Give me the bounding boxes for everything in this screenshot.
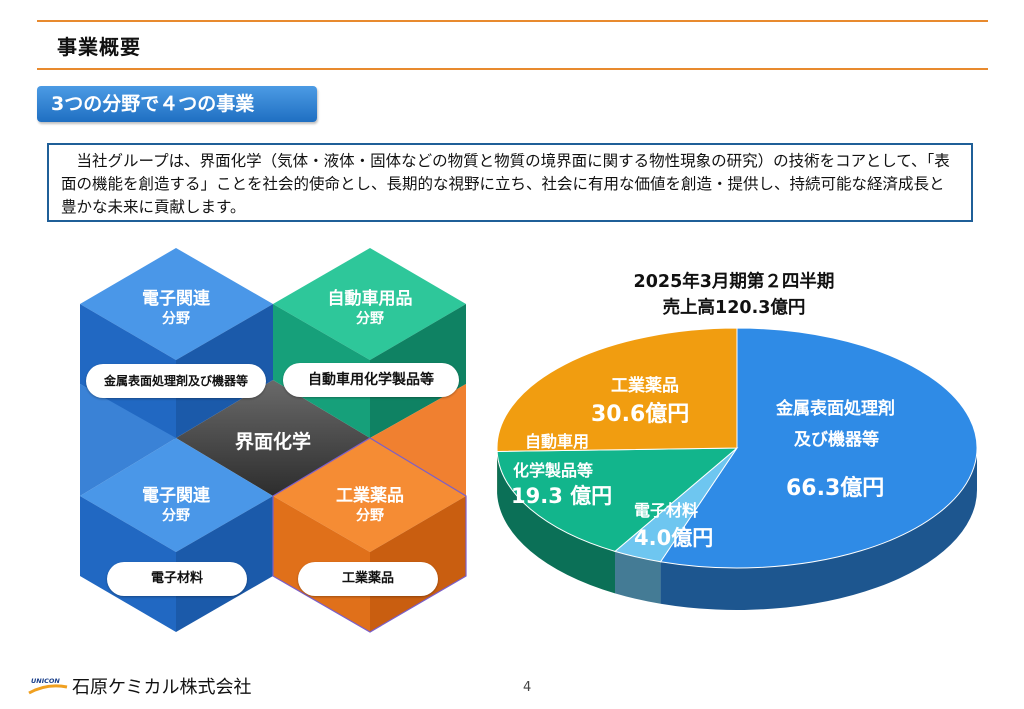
sales-pie-chart: [496, 327, 978, 610]
center-diamond-label: 界面化学: [234, 431, 311, 453]
hex-top-left-pill: 金属表面処理剤及び機器等: [86, 364, 266, 398]
section-subtitle: 3つの分野で４つの事業: [37, 86, 317, 122]
slice-label-jidosha-value: 19.3 億円: [511, 484, 613, 508]
unicon-logo-icon: UNICON: [28, 677, 68, 695]
hex-bottom-left-outline: [80, 384, 176, 496]
page-title: 事業概要: [57, 35, 141, 59]
header-bottom-rule: [37, 68, 988, 70]
slice-label-kinzoku-name2: 及び機器等: [794, 430, 879, 450]
chart-title-line2: 売上高120.3億円: [662, 298, 806, 318]
slice-label-denshi-value: 4.0億円: [634, 526, 714, 550]
hex-bottom-right-title: 工業薬品: [336, 486, 404, 506]
hex-bottom-right-pill: 工業薬品: [298, 562, 438, 596]
pie-slice-3: [496, 327, 738, 452]
hex-bottom-right-top: [273, 438, 466, 552]
hex-bottom-right-outline: [272, 437, 467, 633]
slice-label-denshi-name: 電子材料: [634, 501, 699, 520]
hex-top-left-title: 電子関連: [142, 289, 210, 309]
hex-top-right-sub: 分野: [356, 311, 384, 327]
hex-top-left-sub: 分野: [162, 311, 190, 327]
page-number: 4: [523, 680, 532, 695]
pie-slice-side-2: [497, 451, 616, 594]
chart-title-line1: 2025年3月期第２四半期: [633, 272, 835, 292]
hex-top-right-title: 自動車用品: [327, 289, 413, 309]
hex-bottom-left-title: 電子関連: [142, 486, 210, 506]
slice-label-kogyo-value: 30.6億円: [591, 402, 690, 427]
hex-top-right-pill: 自動車用化学製品等: [283, 363, 459, 397]
hex-bottom-left-top: [80, 438, 273, 552]
pie-slice-2: [496, 447, 739, 552]
slice-label-kinzoku-value: 66.3億円: [786, 476, 885, 501]
slice-label-jidosha-name2: 化学製品等: [513, 461, 594, 480]
pie-slice-side-1: [615, 551, 661, 604]
intro-text-box: 当社グループは、界面化学（気体・液体・固体などの物質と物質の境界面に関する物性現…: [47, 143, 973, 222]
hex-bottom-right-side: [370, 384, 466, 496]
slice-label-kogyo-name: 工業薬品: [611, 376, 679, 396]
pie-slice-0: [659, 327, 978, 569]
header-top-rule: [37, 20, 988, 22]
svg-text:UNICON: UNICON: [31, 677, 60, 685]
pie-slice-side-0: [660, 448, 978, 610]
company-name: 石原ケミカル株式会社: [72, 677, 252, 698]
hex-bottom-right-sub: 分野: [356, 508, 384, 524]
hex-bottom-left-sub: 分野: [162, 508, 190, 524]
hex-bottom-left-pill: 電子材料: [107, 562, 247, 596]
slice-label-jidosha-name1: 自動車用: [525, 432, 590, 451]
hex-top-left-top: [80, 248, 273, 360]
hex-top-right-top: [273, 248, 466, 360]
slice-label-kinzoku-name1: 金属表面処理剤: [776, 399, 895, 419]
